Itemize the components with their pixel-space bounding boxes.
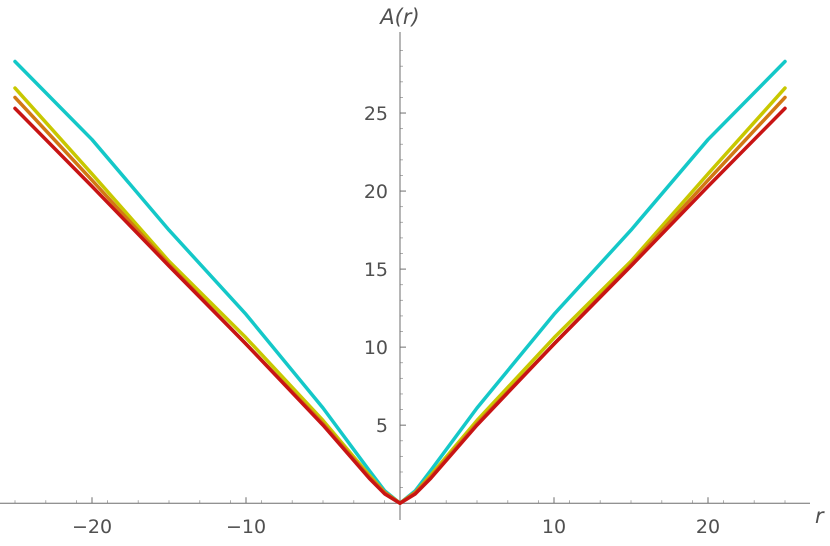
y-tick-label: 15	[364, 259, 388, 281]
x-tick-label: 10	[542, 516, 566, 538]
y-tick-label: 5	[376, 415, 388, 437]
x-tick-label: −10	[226, 516, 266, 538]
y-tick-label: 10	[364, 337, 388, 359]
x-axis-label: r	[815, 504, 825, 528]
y-tick-label: 20	[364, 181, 388, 203]
series-layer	[13, 59, 787, 505]
series-line-4	[13, 106, 787, 505]
y-axis-label: A(r)	[378, 5, 419, 29]
major-ticks	[91, 112, 709, 504]
y-tick-label: 25	[364, 103, 388, 125]
x-tick-label: −20	[72, 516, 112, 538]
tick-labels: −20 −10 10 20 5 10 15 20 25	[72, 103, 720, 538]
x-tick-label: 20	[696, 516, 720, 538]
